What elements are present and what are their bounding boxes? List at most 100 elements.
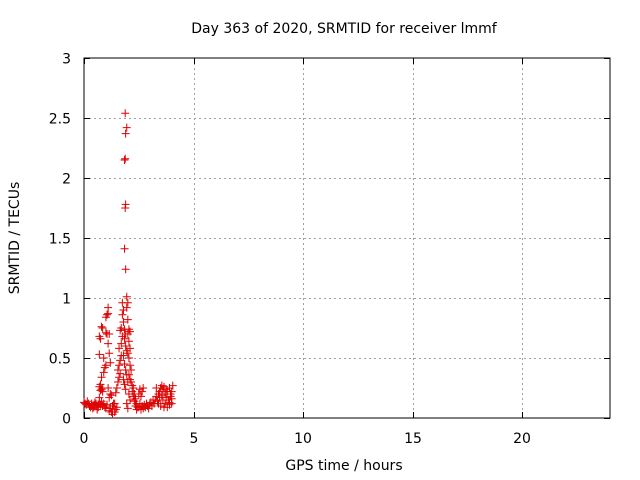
data-point bbox=[106, 358, 115, 367]
data-point bbox=[123, 349, 132, 358]
data-point bbox=[156, 402, 165, 410]
data-point bbox=[97, 373, 106, 382]
data-point bbox=[135, 385, 144, 394]
data-point bbox=[103, 400, 112, 409]
data-point bbox=[126, 344, 135, 353]
data-point bbox=[122, 292, 131, 301]
y-tick-label: 0 bbox=[62, 412, 71, 428]
data-point bbox=[95, 332, 104, 341]
x-tick-label: 20 bbox=[513, 431, 531, 447]
data-series bbox=[80, 109, 177, 419]
data-point bbox=[98, 324, 107, 332]
y-tick-label: 2 bbox=[62, 172, 71, 188]
x-tick-label: 5 bbox=[190, 431, 199, 447]
data-point bbox=[111, 388, 120, 397]
data-point bbox=[121, 342, 130, 350]
data-point bbox=[123, 330, 132, 338]
data-point bbox=[113, 366, 122, 374]
data-point bbox=[99, 368, 108, 377]
data-point bbox=[120, 156, 129, 164]
data-point bbox=[121, 200, 130, 209]
data-point bbox=[123, 378, 132, 386]
data-point bbox=[104, 303, 113, 312]
y-tick-label: 1.5 bbox=[49, 232, 71, 248]
data-point bbox=[123, 315, 132, 324]
data-point bbox=[116, 356, 125, 365]
data-point bbox=[127, 366, 136, 374]
data-point bbox=[97, 322, 106, 331]
data-point bbox=[129, 384, 138, 392]
data-point bbox=[139, 384, 148, 392]
data-point bbox=[95, 350, 104, 359]
data-point bbox=[106, 390, 115, 398]
data-point bbox=[112, 384, 121, 392]
data-point bbox=[101, 361, 110, 370]
data-point bbox=[99, 399, 108, 408]
y-tick-label: 3 bbox=[62, 52, 71, 68]
data-point bbox=[159, 403, 168, 412]
data-point bbox=[104, 339, 113, 348]
data-point bbox=[124, 354, 133, 362]
data-point bbox=[94, 400, 103, 409]
grid bbox=[84, 58, 610, 418]
data-point bbox=[124, 390, 133, 398]
data-point bbox=[115, 373, 124, 382]
data-point bbox=[121, 129, 130, 138]
data-point bbox=[105, 349, 114, 358]
data-point bbox=[96, 380, 105, 389]
chart-title: Day 363 of 2020, SRMTID for receiver lmm… bbox=[191, 21, 498, 37]
data-point bbox=[115, 361, 124, 370]
data-point bbox=[119, 318, 128, 326]
data-point bbox=[101, 328, 110, 337]
y-axis-label: SRMTID / TECUs bbox=[7, 182, 23, 295]
data-point bbox=[119, 351, 128, 360]
x-tick-label: 15 bbox=[404, 431, 422, 447]
data-point bbox=[95, 393, 104, 402]
data-point bbox=[121, 109, 130, 118]
data-point bbox=[121, 385, 130, 394]
data-point bbox=[120, 244, 129, 253]
axis-ticks: 0 0.5 1 1.5 2 2.5 3 0 5 10 15 20 bbox=[49, 52, 610, 447]
data-point bbox=[121, 265, 130, 274]
data-point bbox=[105, 330, 114, 338]
data-point bbox=[167, 399, 176, 408]
data-point bbox=[117, 339, 126, 348]
x-tick-label: 10 bbox=[294, 431, 312, 447]
data-point bbox=[105, 406, 114, 415]
data-point bbox=[115, 344, 124, 353]
data-point bbox=[118, 310, 127, 319]
data-point bbox=[113, 378, 122, 386]
data-point bbox=[107, 391, 116, 400]
data-point bbox=[104, 384, 113, 392]
data-point bbox=[121, 154, 130, 163]
data-point bbox=[165, 384, 174, 392]
data-point bbox=[124, 337, 133, 346]
data-point bbox=[166, 390, 175, 398]
data-point bbox=[124, 370, 133, 379]
x-axis-label: GPS time / hours bbox=[285, 458, 402, 474]
data-point bbox=[134, 390, 143, 398]
y-tick-label: 2.5 bbox=[49, 112, 71, 128]
data-point bbox=[120, 360, 129, 368]
data-point bbox=[98, 387, 107, 396]
data-point bbox=[123, 298, 132, 307]
data-point bbox=[126, 361, 135, 370]
data-point bbox=[122, 399, 131, 408]
y-tick-label: 0.5 bbox=[49, 352, 71, 368]
data-point bbox=[157, 391, 166, 400]
data-point bbox=[122, 123, 131, 132]
data-point bbox=[152, 384, 161, 392]
data-point bbox=[126, 396, 135, 404]
data-point bbox=[117, 324, 126, 332]
data-point bbox=[162, 385, 171, 394]
data-point bbox=[120, 334, 129, 343]
data-point bbox=[123, 404, 132, 413]
data-point bbox=[99, 354, 108, 362]
data-point bbox=[110, 399, 119, 408]
x-tick-label: 0 bbox=[80, 431, 89, 447]
data-point bbox=[116, 369, 125, 378]
plot-frame bbox=[83, 57, 611, 419]
data-point bbox=[103, 310, 112, 319]
y-tick-label: 1 bbox=[62, 292, 71, 308]
